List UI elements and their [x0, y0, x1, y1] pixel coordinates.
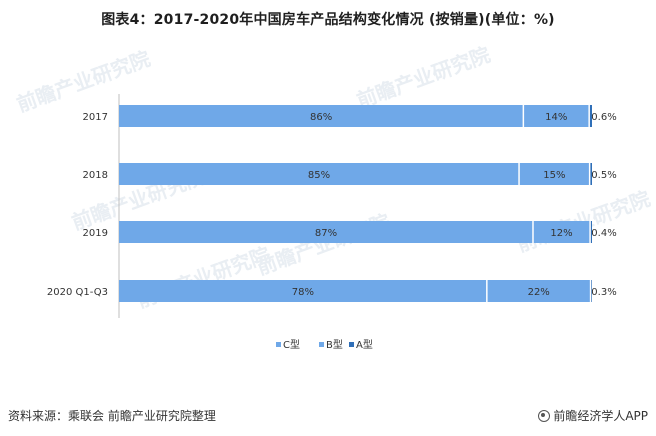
bar-segment-C型	[119, 105, 524, 127]
category-labels: 2017 2018 2019 2020 Q1-Q3	[47, 112, 108, 298]
category-label: 2020 Q1-Q3	[47, 287, 108, 298]
data-label-B型: 22%	[528, 287, 550, 298]
data-label-C型: 85%	[308, 170, 330, 181]
bar-segment-A型	[589, 163, 592, 185]
data-label-B型: 14%	[545, 112, 567, 123]
data-label-C型: 78%	[292, 287, 314, 298]
data-label-A型: 0.5%	[591, 170, 616, 181]
category-label: 2018	[83, 170, 108, 181]
brand-logo-icon	[538, 409, 551, 422]
category-label: 2017	[83, 112, 108, 123]
bar-segment-B型	[523, 105, 590, 127]
brand-credit: 前瞻经济学人APP	[538, 407, 648, 424]
legend-swatch	[319, 342, 324, 347]
data-label-B型: 12%	[550, 228, 572, 239]
bar-segment-B型	[486, 280, 591, 302]
watermark-text: 前瞻产业研究院	[134, 242, 274, 312]
bars-group: 86% 14% 0.6% 85% 15% 0.5% 87% 12% 0.4% 78% 22% 0.3%	[119, 105, 617, 302]
watermark-text: 前瞻产业研究院	[254, 209, 394, 279]
bar-segment-C型	[119, 280, 487, 302]
bar-segment-C型	[119, 163, 520, 185]
data-label-A型: 0.4%	[591, 228, 616, 239]
bar-segment-C型	[119, 221, 533, 243]
legend-label: B型	[326, 338, 343, 351]
bar-segment-B型	[519, 163, 590, 185]
data-label-C型: 87%	[315, 228, 337, 239]
source-note: 资料来源：乘联会 前瞻产业研究院整理	[8, 409, 216, 423]
brand-label: 前瞻经济学人APP	[553, 409, 648, 423]
data-label-A型: 0.3%	[591, 287, 616, 298]
bar-segment-A型	[589, 105, 592, 127]
data-label-A型: 0.6%	[591, 112, 616, 123]
data-label-B型: 15%	[543, 170, 565, 181]
legend-label: C型	[283, 338, 300, 351]
legend-label: A型	[356, 338, 373, 351]
legend-swatch	[349, 342, 354, 347]
legend-swatch	[276, 342, 281, 347]
chart-title: 图表4：2017-2020年中国房车产品结构变化情况 (按销量)(单位：%)	[101, 12, 555, 28]
bar-segment-B型	[532, 221, 591, 243]
watermark-text: 前瞻产业研究院	[354, 42, 494, 112]
data-label-C型: 86%	[310, 112, 332, 123]
category-label: 2019	[83, 228, 108, 239]
legend: C型 B型 A型	[276, 338, 373, 351]
bar-segment-A型	[590, 221, 592, 243]
